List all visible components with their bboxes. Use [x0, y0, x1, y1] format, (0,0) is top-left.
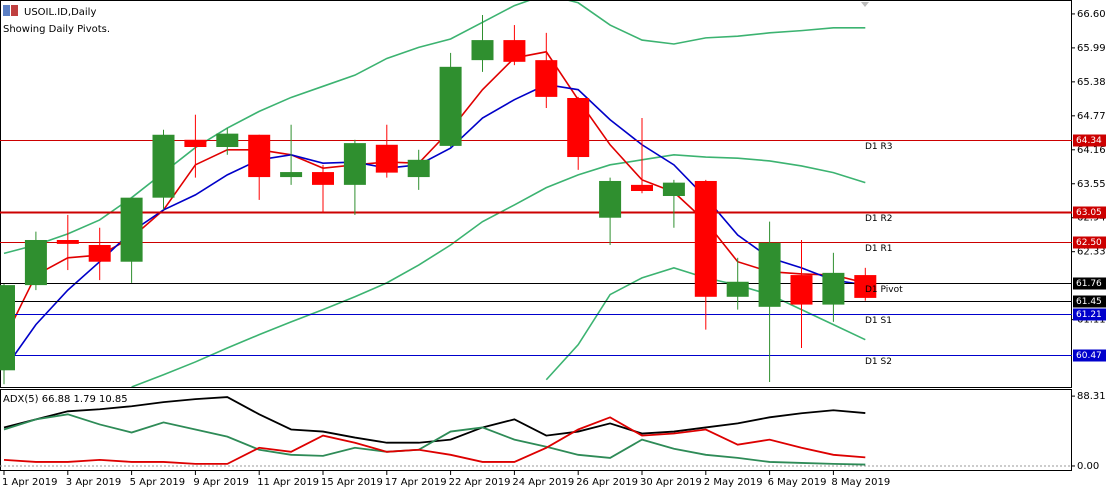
candle-body: [694, 180, 717, 297]
pivot-label: D1 S2: [865, 357, 892, 367]
line: [3, 50, 866, 341]
y-tick-label: 64.16: [1077, 145, 1106, 156]
candle-body: [854, 275, 877, 298]
y-tick-label: 88.31: [1077, 391, 1106, 402]
candle-body: [375, 144, 398, 173]
candle-body: [503, 40, 526, 62]
x-tick-label: 5 Apr 2019: [130, 477, 185, 488]
x-tick-label: 6 May 2019: [768, 477, 827, 488]
price-box: [1073, 134, 1106, 147]
pivot-label: D1 S1: [865, 316, 892, 326]
chart-icon: [3, 5, 10, 16]
candle-body: [407, 159, 430, 178]
price-box-label: 61.45: [1076, 297, 1102, 307]
price-box-label: 63.05: [1076, 208, 1102, 218]
candle-body: [216, 133, 239, 148]
price-box-label: 60.47: [1076, 351, 1102, 361]
candle-body: [184, 139, 207, 148]
candle-body: [312, 172, 334, 185]
price-box: [1073, 206, 1106, 219]
candle-body: [56, 239, 79, 244]
candle-body: [758, 242, 781, 307]
candle-body: [280, 172, 303, 178]
candle-body: [0, 285, 15, 371]
candle-body: [88, 245, 111, 262]
y-tick-label: 0.00: [1077, 461, 1099, 472]
y-tick-label: 66.60: [1077, 9, 1106, 20]
chart-subtitle: Showing Daily Pivots.: [3, 24, 110, 35]
price-box-label: 61.76: [1076, 279, 1102, 289]
price-box: [1073, 295, 1106, 308]
price-box: [1073, 236, 1106, 249]
x-tick-label: 1 Apr 2019: [2, 477, 57, 488]
price-box: [1073, 349, 1106, 362]
price-box: [1073, 277, 1106, 290]
candle-body: [343, 143, 366, 185]
y-tick-label: 65.99: [1077, 43, 1106, 54]
candle-body: [726, 281, 749, 297]
candle-body: [790, 275, 813, 305]
shift-marker: [861, 2, 869, 7]
candle-body: [662, 182, 685, 197]
candle-body: [439, 66, 462, 146]
y-tick-label: 62.33: [1077, 247, 1106, 258]
x-tick-label: 3 Apr 2019: [66, 477, 121, 488]
price-box-label: 62.50: [1076, 238, 1102, 248]
x-tick-label: 24 Apr 2019: [512, 477, 574, 488]
pivot-label: D1 R2: [865, 214, 893, 224]
candle-body: [631, 184, 653, 191]
indicator-title: ADX(5) 66.88 1.79 10.85: [3, 394, 128, 405]
y-tick-label: 64.77: [1077, 111, 1106, 122]
candle-body: [120, 197, 143, 262]
x-tick-label: 2 May 2019: [704, 477, 763, 488]
candle-body: [822, 272, 845, 305]
price-box-label: 64.34: [1076, 136, 1102, 146]
x-tick-label: 8 May 2019: [831, 477, 890, 488]
chart-title: USOIL.ID,Daily: [24, 7, 96, 18]
chart-icon: [11, 5, 18, 16]
x-tick-label: 26 Apr 2019: [576, 477, 638, 488]
x-tick-label: 9 Apr 2019: [193, 477, 248, 488]
candle-body: [535, 60, 558, 97]
candle-body: [24, 239, 47, 286]
pivot-label: D1 Pivot: [865, 285, 903, 295]
candle-body: [471, 40, 494, 61]
line: [3, 413, 866, 466]
x-tick-label: 11 Apr 2019: [257, 477, 319, 488]
pivot-label: D1 R1: [865, 244, 893, 254]
candle-body: [152, 134, 175, 198]
pivot-label: D1 R3: [865, 142, 893, 152]
candle-body: [599, 180, 622, 218]
price-box: [1073, 308, 1106, 321]
x-tick-label: 30 Apr 2019: [640, 477, 702, 488]
y-tick-label: 63.55: [1077, 179, 1106, 190]
candle-body: [567, 98, 590, 158]
line: [3, 1, 866, 255]
price-box-label: 61.21: [1076, 310, 1102, 320]
x-tick-label: 15 Apr 2019: [321, 477, 383, 488]
line: [3, 83, 866, 371]
candle-body: [248, 134, 271, 178]
line: [3, 416, 866, 465]
x-tick-label: 17 Apr 2019: [385, 477, 447, 488]
y-tick-label: 65.38: [1077, 77, 1106, 88]
x-tick-label: 22 Apr 2019: [449, 477, 511, 488]
